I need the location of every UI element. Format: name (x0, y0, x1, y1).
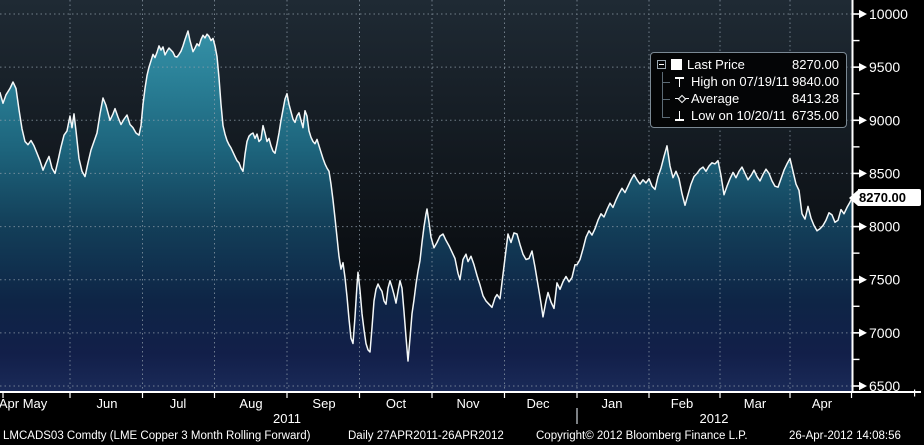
month-label: May (23, 396, 48, 411)
year-label: 2012 (700, 411, 729, 426)
y-minor-tick (853, 305, 860, 307)
month-label: Feb (671, 396, 693, 411)
legend-label: Low on 10/20/11 (691, 108, 787, 123)
legend-expander-icon[interactable] (657, 60, 666, 69)
month-label: Nov (456, 396, 480, 411)
legend-value: 6735.00 (792, 108, 839, 123)
legend-label: Average (691, 91, 740, 106)
legend-tree-stub (662, 82, 670, 83)
legend-tree-stub (662, 99, 670, 100)
year-label: 2011 (273, 411, 301, 426)
month-tick (69, 393, 71, 398)
y-minor-tick (853, 93, 860, 95)
year-separator (576, 408, 578, 424)
x-axis-line (0, 391, 921, 393)
y-tick-label: 6500 (869, 378, 900, 394)
month-tick (576, 393, 578, 398)
month-tick (648, 393, 650, 398)
y-tick-label: 9000 (869, 112, 900, 128)
price-line (0, 30, 853, 362)
y-tick-arrow-icon (859, 381, 867, 391)
legend-value: 9840.00 (792, 74, 839, 89)
legend-box[interactable]: Last Price 8270.00 High on 07/19/11 9840… (650, 52, 847, 128)
month-tick (850, 393, 853, 398)
y-tick-arrow-icon (859, 9, 867, 19)
axis-end-tick (914, 389, 916, 397)
instrument-description: LMCADS03 Comdty (LME Copper 3 Month Roll… (3, 430, 311, 442)
y-tick-label: 10000 (869, 6, 908, 22)
month-tick (358, 393, 361, 398)
y-tick-arrow-icon (859, 222, 867, 231)
y-tick-arrow-icon (859, 328, 867, 338)
month-label: Apr (0, 396, 20, 411)
y-tick-stem (853, 119, 860, 122)
copyright-notice: Copyright© 2012 Bloomberg Finance L.P. (536, 430, 748, 442)
legend-label: High on 07/19/11 (691, 74, 790, 89)
month-label: Jan (602, 396, 623, 411)
low-marker-icon (675, 110, 684, 121)
legend-value: 8413.28 (792, 91, 839, 106)
month-tick (213, 393, 216, 398)
legend-tree-line (662, 72, 663, 118)
y-tick-label: 7500 (869, 272, 900, 288)
average-marker-icon (675, 94, 689, 103)
date-time: 26-Apr-2012 14:08:56 (789, 430, 901, 442)
y-tick-arrow-icon (859, 169, 867, 178)
month-label: Dec (526, 396, 550, 411)
month-label: Aug (239, 396, 262, 411)
legend-value: 8270.00 (792, 57, 839, 72)
y-tick-stem (853, 278, 860, 281)
month-label: Apr (812, 396, 833, 411)
price-tag-arrow-icon (849, 189, 858, 206)
legend-row-last-price[interactable]: Last Price 8270.00 (656, 56, 839, 73)
y-tick-arrow-icon (859, 62, 867, 72)
month-label: Oct (386, 396, 407, 411)
legend-row-average[interactable]: Average 8413.28 (656, 90, 839, 107)
y-tick-stem (853, 225, 860, 228)
month-label: Mar (744, 396, 767, 411)
chart-period: Daily 27APR2011-26APR2012 (348, 430, 504, 442)
y-tick-stem (853, 172, 860, 175)
month-tick (503, 393, 506, 398)
y-tick-label: 9500 (869, 59, 900, 75)
y-tick-stem (853, 66, 860, 68)
month-tick (286, 393, 288, 398)
last-price-tag: 8270.00 (849, 189, 921, 206)
y-tick-stem (853, 385, 860, 387)
status-bar: LMCADS03 Comdty (LME Copper 3 Month Roll… (0, 427, 924, 445)
month-label: Jun (97, 396, 118, 411)
y-tick-label: 8500 (869, 165, 900, 181)
last-price-swatch-icon (671, 59, 682, 70)
month-label: Sep (312, 396, 335, 411)
month-tick (719, 393, 721, 398)
legend-label: Last Price (687, 57, 745, 72)
y-tick-arrow-icon (859, 275, 867, 284)
y-tick-label: 7000 (869, 325, 900, 341)
month-tick (2, 393, 4, 398)
high-marker-icon (675, 76, 684, 87)
y-minor-tick (853, 252, 860, 254)
legend-row-high[interactable]: High on 07/19/11 9840.00 (656, 73, 839, 90)
y-minor-tick (853, 39, 860, 42)
month-tick (789, 393, 791, 398)
month-tick (431, 393, 433, 398)
month-label: Jul (170, 396, 187, 411)
legend-tree-stub (662, 117, 670, 118)
y-minor-tick (853, 146, 860, 148)
y-tick-stem (853, 332, 860, 334)
legend-row-low[interactable]: Low on 10/20/11 6735.00 (656, 107, 839, 124)
price-tag-value: 8270.00 (858, 189, 921, 206)
y-minor-tick (853, 358, 860, 361)
month-tick (141, 393, 144, 398)
y-tick-stem (853, 13, 860, 15)
price-area-fill (0, 31, 852, 391)
y-tick-arrow-icon (859, 116, 867, 125)
y-tick-label: 8000 (869, 219, 900, 235)
